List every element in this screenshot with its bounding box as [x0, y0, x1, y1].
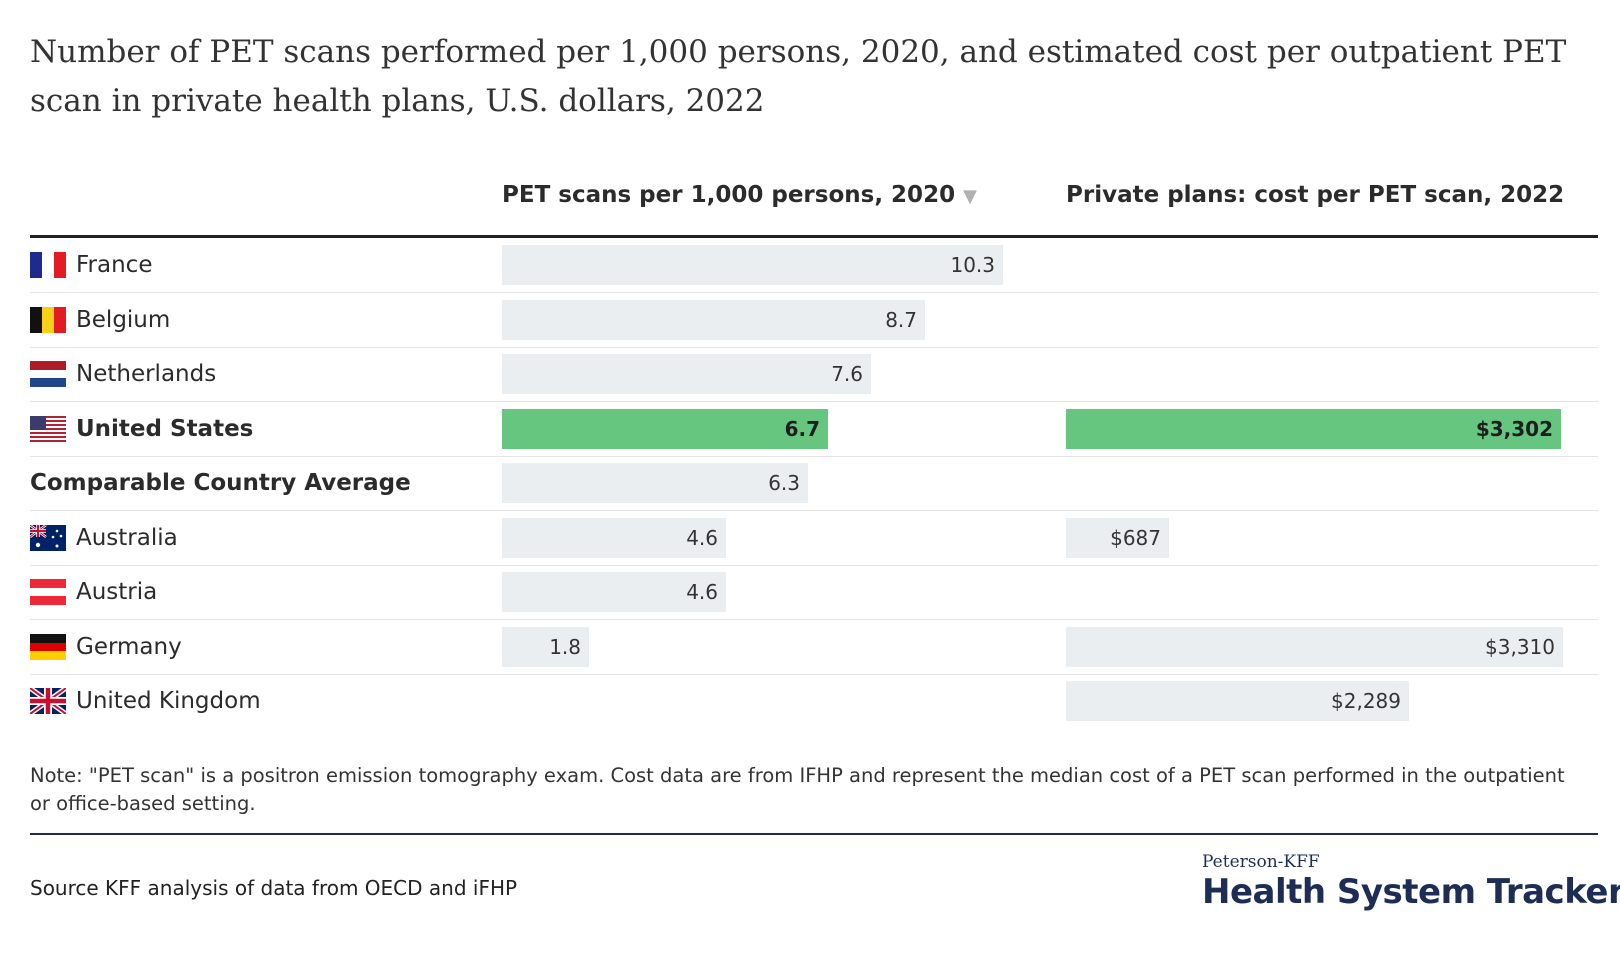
row-divider: [30, 455, 1598, 457]
header-rule: [30, 235, 1598, 238]
scans-bar-value: 1.8: [549, 634, 581, 659]
row-label-text: Germany: [76, 633, 182, 660]
row-label-text: France: [76, 252, 153, 278]
row-label: Belgium: [30, 300, 170, 340]
chart-title: Number of PET scans performed per 1,000 …: [30, 34, 1567, 119]
row-label-text: Comparable Country Average: [30, 470, 411, 496]
row-divider: [30, 346, 1598, 348]
row-divider: [30, 619, 1598, 620]
sort-descending-icon[interactable]: ▼: [963, 186, 977, 207]
row-divider: [30, 292, 1598, 293]
brand-subtitle: Peterson-KFF: [1202, 852, 1320, 872]
chart-source: Source KFF analysis of data from OECD an…: [30, 876, 518, 900]
cost-bar-value: $2,289: [1331, 689, 1401, 713]
cost-bar[interactable]: $3,302: [1066, 408, 1561, 449]
row-label-text: Belgium: [76, 306, 171, 333]
brand-logo[interactable]: Health System Tracker: [1202, 872, 1620, 912]
row-divider: [30, 401, 1598, 402]
scans-bar-value: 10.3: [950, 253, 995, 277]
cost-bar-value: $3,310: [1485, 634, 1555, 659]
scans-bar-value: 8.7: [885, 307, 917, 332]
row-divider: [30, 564, 1598, 566]
row-label: Australia: [30, 518, 178, 558]
flag-belgium-icon: [30, 306, 66, 333]
scans-bar-value: 7.6: [831, 362, 863, 386]
row-divider: [30, 510, 1598, 511]
row-label: Austria: [30, 572, 157, 612]
scans-bar[interactable]: 8.7: [502, 299, 925, 340]
scans-bar[interactable]: 7.6: [502, 354, 871, 394]
chart-note: Note: "PET scan" is a positron emission …: [30, 764, 1565, 815]
scans-bar[interactable]: 1.8: [502, 626, 589, 667]
scans-bar[interactable]: 10.3: [502, 245, 1003, 285]
cost-column-header[interactable]: Private plans: cost per PET scan, 2022: [1066, 182, 1564, 208]
scans-bar[interactable]: 6.7: [502, 408, 828, 449]
flag-austria-icon: [30, 579, 66, 605]
cost-column-header-label: Private plans: cost per PET scan, 2022: [1066, 182, 1565, 208]
row-label: Netherlands: [30, 354, 216, 394]
row-label: Comparable Country Average: [30, 463, 411, 503]
row-label-text: United Kingdom: [76, 688, 261, 714]
scans-bar-value: 6.7: [784, 416, 820, 441]
row-label: United Kingdom: [30, 681, 261, 721]
row-label: United States: [30, 409, 253, 449]
scans-bar-value: 6.3: [768, 471, 800, 495]
cost-bar[interactable]: $687: [1066, 517, 1169, 558]
scans-column-header[interactable]: PET scans per 1,000 persons, 2020 ▼: [502, 182, 977, 208]
footer-rule: [30, 833, 1598, 835]
cost-bar[interactable]: $2,289: [1066, 681, 1409, 721]
scans-column-header-label: PET scans per 1,000 persons, 2020: [502, 182, 956, 208]
scans-bar-value: 4.6: [686, 580, 718, 604]
flag-australia-icon: [30, 524, 66, 551]
row-label: France: [30, 245, 152, 285]
flag-germany-icon: [30, 633, 66, 660]
flag-us-icon: [30, 415, 66, 442]
flag-netherlands-icon: [30, 361, 66, 387]
flag-uk-icon: [30, 688, 66, 714]
scans-bar[interactable]: 4.6: [502, 517, 726, 558]
row-divider: [30, 673, 1598, 675]
cost-bar-value: $687: [1110, 525, 1161, 550]
row-label-text: Austria: [76, 579, 158, 605]
row-label: Germany: [30, 627, 182, 667]
scans-bar[interactable]: 6.3: [502, 463, 808, 503]
row-label-text: Australia: [76, 524, 178, 551]
row-label-text: Netherlands: [76, 361, 217, 387]
flag-france-icon: [30, 252, 66, 278]
row-label-text: United States: [76, 415, 254, 442]
scans-bar[interactable]: 4.6: [502, 572, 726, 612]
cost-bar-value: $3,302: [1475, 416, 1553, 441]
scans-bar-value: 4.6: [686, 525, 718, 550]
cost-bar[interactable]: $3,310: [1066, 626, 1563, 667]
